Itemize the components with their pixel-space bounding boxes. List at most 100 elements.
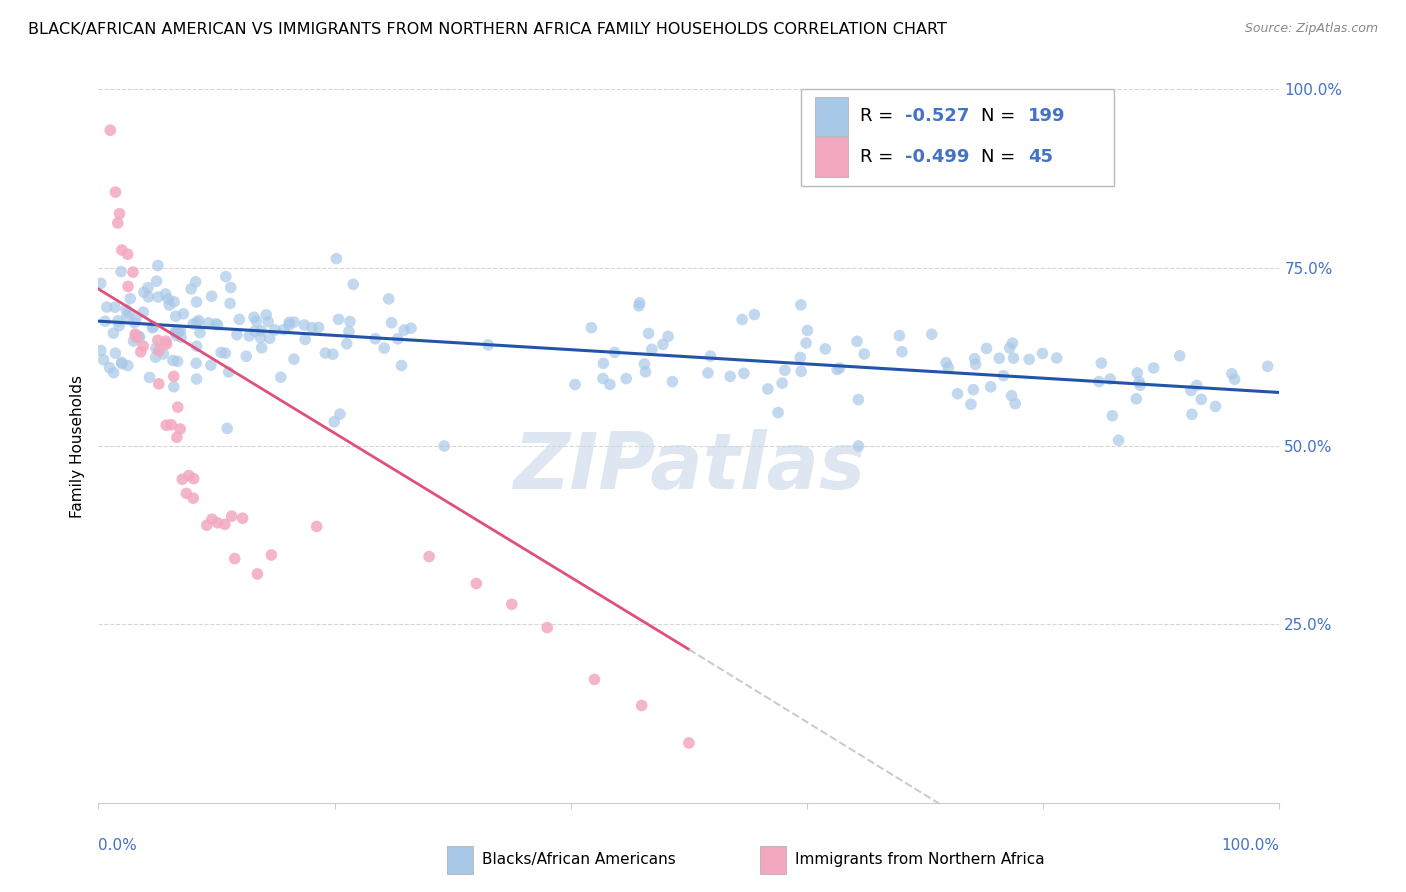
Point bbox=[197, 316, 219, 330]
Point bbox=[172, 472, 194, 486]
Point bbox=[180, 282, 202, 296]
Point bbox=[697, 366, 720, 380]
Point bbox=[136, 281, 159, 295]
Point bbox=[946, 386, 969, 401]
Point bbox=[115, 302, 138, 317]
Point bbox=[169, 323, 191, 337]
Point bbox=[264, 323, 287, 337]
Point bbox=[314, 346, 336, 360]
Text: Source: ZipAtlas.com: Source: ZipAtlas.com bbox=[1244, 22, 1378, 36]
Point bbox=[678, 736, 700, 750]
Point bbox=[124, 316, 146, 330]
Point bbox=[148, 376, 170, 391]
Text: 100.0%: 100.0% bbox=[1222, 838, 1279, 854]
Point bbox=[294, 332, 316, 346]
Point bbox=[1129, 378, 1152, 392]
Point bbox=[111, 357, 134, 371]
Point bbox=[825, 362, 848, 376]
Point bbox=[146, 259, 169, 273]
Point bbox=[1088, 375, 1111, 389]
Point bbox=[960, 397, 983, 411]
Point bbox=[387, 332, 409, 346]
Point bbox=[219, 280, 242, 294]
Point bbox=[219, 296, 242, 310]
Point bbox=[1181, 408, 1204, 422]
Point bbox=[110, 355, 132, 369]
Point bbox=[218, 365, 240, 379]
Point bbox=[257, 315, 280, 329]
Point bbox=[603, 345, 626, 359]
Point bbox=[117, 279, 139, 293]
Point bbox=[962, 383, 984, 397]
Point bbox=[581, 320, 603, 334]
Point bbox=[536, 621, 558, 635]
Point bbox=[146, 290, 169, 304]
Point bbox=[342, 277, 364, 292]
Text: Blacks/African Americans: Blacks/African Americans bbox=[482, 853, 676, 867]
Point bbox=[790, 364, 813, 378]
Point bbox=[699, 349, 721, 363]
Point bbox=[1180, 384, 1202, 398]
Point bbox=[177, 468, 200, 483]
Point bbox=[120, 292, 142, 306]
Point bbox=[184, 275, 207, 289]
Point bbox=[278, 318, 301, 332]
Point bbox=[96, 300, 118, 314]
Point bbox=[201, 512, 224, 526]
Point bbox=[1126, 366, 1149, 380]
Point bbox=[186, 339, 208, 353]
Point bbox=[921, 327, 943, 342]
Point bbox=[157, 292, 180, 306]
Point bbox=[733, 366, 755, 380]
Point bbox=[128, 330, 150, 344]
FancyBboxPatch shape bbox=[759, 846, 786, 874]
Text: R =: R = bbox=[860, 148, 900, 166]
Point bbox=[184, 356, 207, 370]
Point bbox=[1220, 367, 1243, 381]
Point bbox=[583, 673, 606, 687]
Point bbox=[270, 370, 292, 384]
Point bbox=[214, 346, 236, 360]
Point bbox=[166, 400, 188, 414]
Point bbox=[243, 324, 266, 338]
Point bbox=[980, 380, 1002, 394]
Point bbox=[165, 326, 187, 340]
Point bbox=[186, 372, 208, 386]
Text: BLACK/AFRICAN AMERICAN VS IMMIGRANTS FROM NORTHERN AFRICA FAMILY HOUSEHOLDS CORR: BLACK/AFRICAN AMERICAN VS IMMIGRANTS FRO… bbox=[28, 22, 948, 37]
Point bbox=[336, 336, 359, 351]
Point bbox=[103, 326, 125, 341]
Point bbox=[337, 325, 360, 339]
Point bbox=[1185, 378, 1208, 392]
Point bbox=[165, 325, 187, 339]
Point bbox=[1001, 336, 1024, 351]
Point bbox=[718, 369, 741, 384]
Text: 199: 199 bbox=[1028, 107, 1066, 125]
Point bbox=[145, 274, 167, 288]
Point bbox=[651, 337, 673, 351]
Point bbox=[965, 358, 987, 372]
Point bbox=[90, 277, 112, 291]
Point bbox=[207, 318, 229, 332]
Point bbox=[138, 370, 160, 384]
Point bbox=[162, 353, 184, 368]
Point bbox=[465, 576, 488, 591]
Point bbox=[138, 290, 160, 304]
Point bbox=[98, 360, 121, 375]
Point bbox=[188, 326, 211, 340]
Point bbox=[250, 324, 273, 338]
Point bbox=[117, 359, 139, 373]
Point bbox=[661, 375, 683, 389]
Point bbox=[773, 363, 796, 377]
Point bbox=[93, 352, 115, 367]
Y-axis label: Family Households: Family Households bbox=[70, 375, 86, 517]
Point bbox=[172, 307, 194, 321]
Point bbox=[1090, 356, 1112, 370]
Point bbox=[853, 347, 876, 361]
Point bbox=[789, 351, 811, 365]
Point bbox=[132, 339, 155, 353]
Point bbox=[155, 334, 177, 348]
Point bbox=[107, 314, 129, 328]
Point bbox=[283, 315, 305, 329]
Point bbox=[756, 382, 779, 396]
Point bbox=[141, 321, 163, 335]
